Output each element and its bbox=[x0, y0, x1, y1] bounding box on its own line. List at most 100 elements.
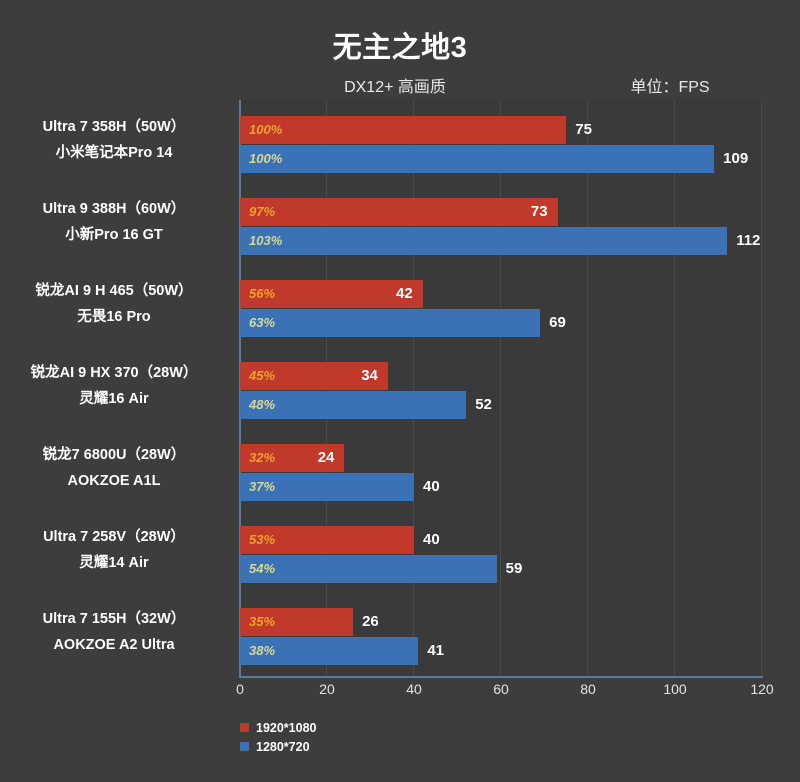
gridline bbox=[587, 100, 588, 676]
bar-percent-label: 103% bbox=[249, 233, 283, 248]
legend-label: 1920*1080 bbox=[256, 720, 317, 735]
bar-percent-label: 53% bbox=[249, 532, 276, 547]
bar-group-row: 锐龙AI 9 H 465（50W） 无畏16 Pro 56% 42 63% 69 bbox=[0, 264, 800, 346]
category-label: Ultra 7 155H（32W） AOKZOE A2 Ultra bbox=[0, 606, 228, 658]
bar-1280x720[interactable]: 103% 112 bbox=[240, 227, 760, 255]
bar-fill bbox=[240, 444, 345, 472]
bar-value-label: 52 bbox=[475, 396, 492, 413]
gridline bbox=[761, 100, 762, 676]
bar-fill bbox=[240, 280, 423, 308]
bar-group-row: Ultra 7 155H（32W） AOKZOE A2 Ultra 35% 26 38%… bbox=[0, 592, 800, 674]
legend-label: 1280*720 bbox=[256, 739, 310, 754]
page-title: 无主之地3 bbox=[332, 32, 468, 64]
bar-percent-label: 35% bbox=[249, 614, 276, 629]
bar-value-label: 34 bbox=[361, 367, 378, 384]
bar-fill bbox=[240, 555, 497, 583]
bar-percent-label: 45% bbox=[249, 368, 276, 383]
bar-percent-label: 100% bbox=[249, 122, 283, 137]
bar-group-row: Ultra 7 258V（28W） 灵耀14 Air 53% 40 54% 59 bbox=[0, 510, 800, 592]
legend-swatch-icon bbox=[240, 742, 249, 751]
category-label-line1: Ultra 9 388H（60W） bbox=[42, 201, 186, 217]
x-axis-tick-label: 120 bbox=[750, 681, 774, 697]
bar-value-label: 40 bbox=[423, 478, 440, 495]
category-label-line2: 无畏16 Pro bbox=[77, 309, 151, 325]
bar-group-row: Ultra 9 388H（60W） 小新Pro 16 GT 97% 73 103% 112 bbox=[0, 182, 800, 264]
bar-fill bbox=[240, 198, 558, 226]
bar-group-row: Ultra 7 358H（50W） 小米笔记本Pro 14 100% 75 100% 10… bbox=[0, 100, 800, 182]
bar-1920x1080[interactable]: 32% 24 bbox=[240, 444, 345, 472]
bar-fill bbox=[240, 145, 715, 173]
category-label-line2: AOKZOE A1L bbox=[67, 473, 161, 489]
bar-percent-label: 100% bbox=[249, 151, 283, 166]
bar-value-label: 75 bbox=[575, 121, 592, 138]
category-label: 锐龙AI 9 H 465（50W） 无畏16 Pro bbox=[0, 278, 228, 330]
bar-value-label: 59 bbox=[505, 560, 523, 577]
category-label: Ultra 7 258V（28W） 灵耀14 Air bbox=[0, 524, 228, 576]
category-label-line1: 锐龙7 6800U（28W） bbox=[42, 447, 186, 463]
x-axis-tick-label: 80 bbox=[580, 681, 596, 697]
bar-1280x720[interactable]: 37% 40 bbox=[240, 473, 440, 501]
bar-1280x720[interactable]: 38% 41 bbox=[240, 637, 444, 665]
category-label: Ultra 7 358H（50W） 小米笔记本Pro 14 bbox=[0, 114, 228, 166]
legend-item[interactable]: 1280*720 bbox=[240, 737, 316, 756]
bar-1920x1080[interactable]: 97% 73 bbox=[240, 198, 558, 226]
bar-1920x1080[interactable]: 56% 42 bbox=[240, 280, 423, 308]
category-label-line2: 灵耀14 Air bbox=[79, 555, 149, 571]
bar-value-label: 26 bbox=[362, 613, 379, 630]
chart-unit-label: 单位：FPS bbox=[630, 79, 710, 96]
category-label-line2: 灵耀16 Air bbox=[79, 391, 149, 407]
bar-fill bbox=[240, 608, 354, 636]
bar-fill bbox=[240, 526, 414, 554]
bar-1280x720[interactable]: 48% 52 bbox=[240, 391, 492, 419]
bar-1280x720[interactable]: 63% 69 bbox=[240, 309, 566, 337]
bar-percent-label: 56% bbox=[249, 286, 276, 301]
chart-subtitle: DX12+ 高画质 bbox=[344, 79, 446, 96]
category-label-line1: Ultra 7 358H（50W） bbox=[42, 119, 186, 135]
gridline bbox=[413, 100, 414, 676]
category-label-line1: 锐龙AI 9 HX 370（28W） bbox=[30, 365, 198, 381]
category-label: Ultra 9 388H（60W） 小新Pro 16 GT bbox=[0, 196, 228, 248]
bar-fill bbox=[240, 391, 467, 419]
legend-item[interactable]: 1920*1080 bbox=[240, 718, 316, 737]
bar-1920x1080[interactable]: 53% 40 bbox=[240, 526, 440, 554]
bar-percent-label: 48% bbox=[249, 397, 276, 412]
category-label-line2: AOKZOE A2 Ultra bbox=[53, 637, 175, 653]
bar-percent-label: 63% bbox=[249, 315, 276, 330]
bar-percent-label: 38% bbox=[249, 643, 276, 658]
bar-1920x1080[interactable]: 100% 75 bbox=[240, 116, 592, 144]
bar-percent-label: 32% bbox=[249, 450, 276, 465]
bar-group-row: 锐龙7 6800U（28W） AOKZOE A1L 32% 24 37% 40 bbox=[0, 428, 800, 510]
category-label-line2: 小新Pro 16 GT bbox=[65, 227, 163, 243]
bar-fill bbox=[240, 637, 419, 665]
x-axis-line bbox=[239, 676, 763, 678]
x-axis-tick-label: 0 bbox=[236, 681, 244, 697]
bar-value-label: 42 bbox=[396, 285, 413, 302]
bar-fill bbox=[240, 362, 388, 390]
bar-percent-label: 37% bbox=[249, 479, 276, 494]
bar-1280x720[interactable]: 54% 59 bbox=[240, 555, 522, 583]
legend-swatch-icon bbox=[240, 723, 249, 732]
gridline bbox=[674, 100, 675, 676]
category-label: 锐龙7 6800U（28W） AOKZOE A1L bbox=[0, 442, 228, 494]
bar-value-label: 112 bbox=[736, 232, 761, 249]
bar-1280x720[interactable]: 100% 109 bbox=[240, 145, 748, 173]
gridline bbox=[500, 100, 501, 676]
bar-value-label: 109 bbox=[723, 150, 749, 167]
chart-header: 无主之地3 DX12+ 高画质 单位：FPS bbox=[0, 0, 800, 100]
bar-fill bbox=[240, 309, 541, 337]
x-axis-tick-label: 20 bbox=[319, 681, 335, 697]
bar-value-label: 73 bbox=[530, 203, 548, 220]
category-label-line2: 小米笔记本Pro 14 bbox=[55, 145, 173, 161]
chart-legend: 1920*1080 1280*720 bbox=[240, 718, 316, 756]
category-label-line1: Ultra 7 155H（32W） bbox=[42, 611, 186, 627]
bar-fill bbox=[240, 227, 728, 255]
x-axis-tick-label: 100 bbox=[663, 681, 687, 697]
bar-value-label: 69 bbox=[549, 314, 566, 331]
bar-1920x1080[interactable]: 45% 34 bbox=[240, 362, 388, 390]
bar-value-label: 24 bbox=[317, 449, 335, 466]
x-axis-tick-label: 60 bbox=[493, 681, 509, 697]
bar-fill bbox=[240, 473, 414, 501]
bar-value-label: 40 bbox=[423, 531, 440, 548]
category-label-line1: Ultra 7 258V（28W） bbox=[43, 529, 185, 545]
bar-1920x1080[interactable]: 35% 26 bbox=[240, 608, 379, 636]
